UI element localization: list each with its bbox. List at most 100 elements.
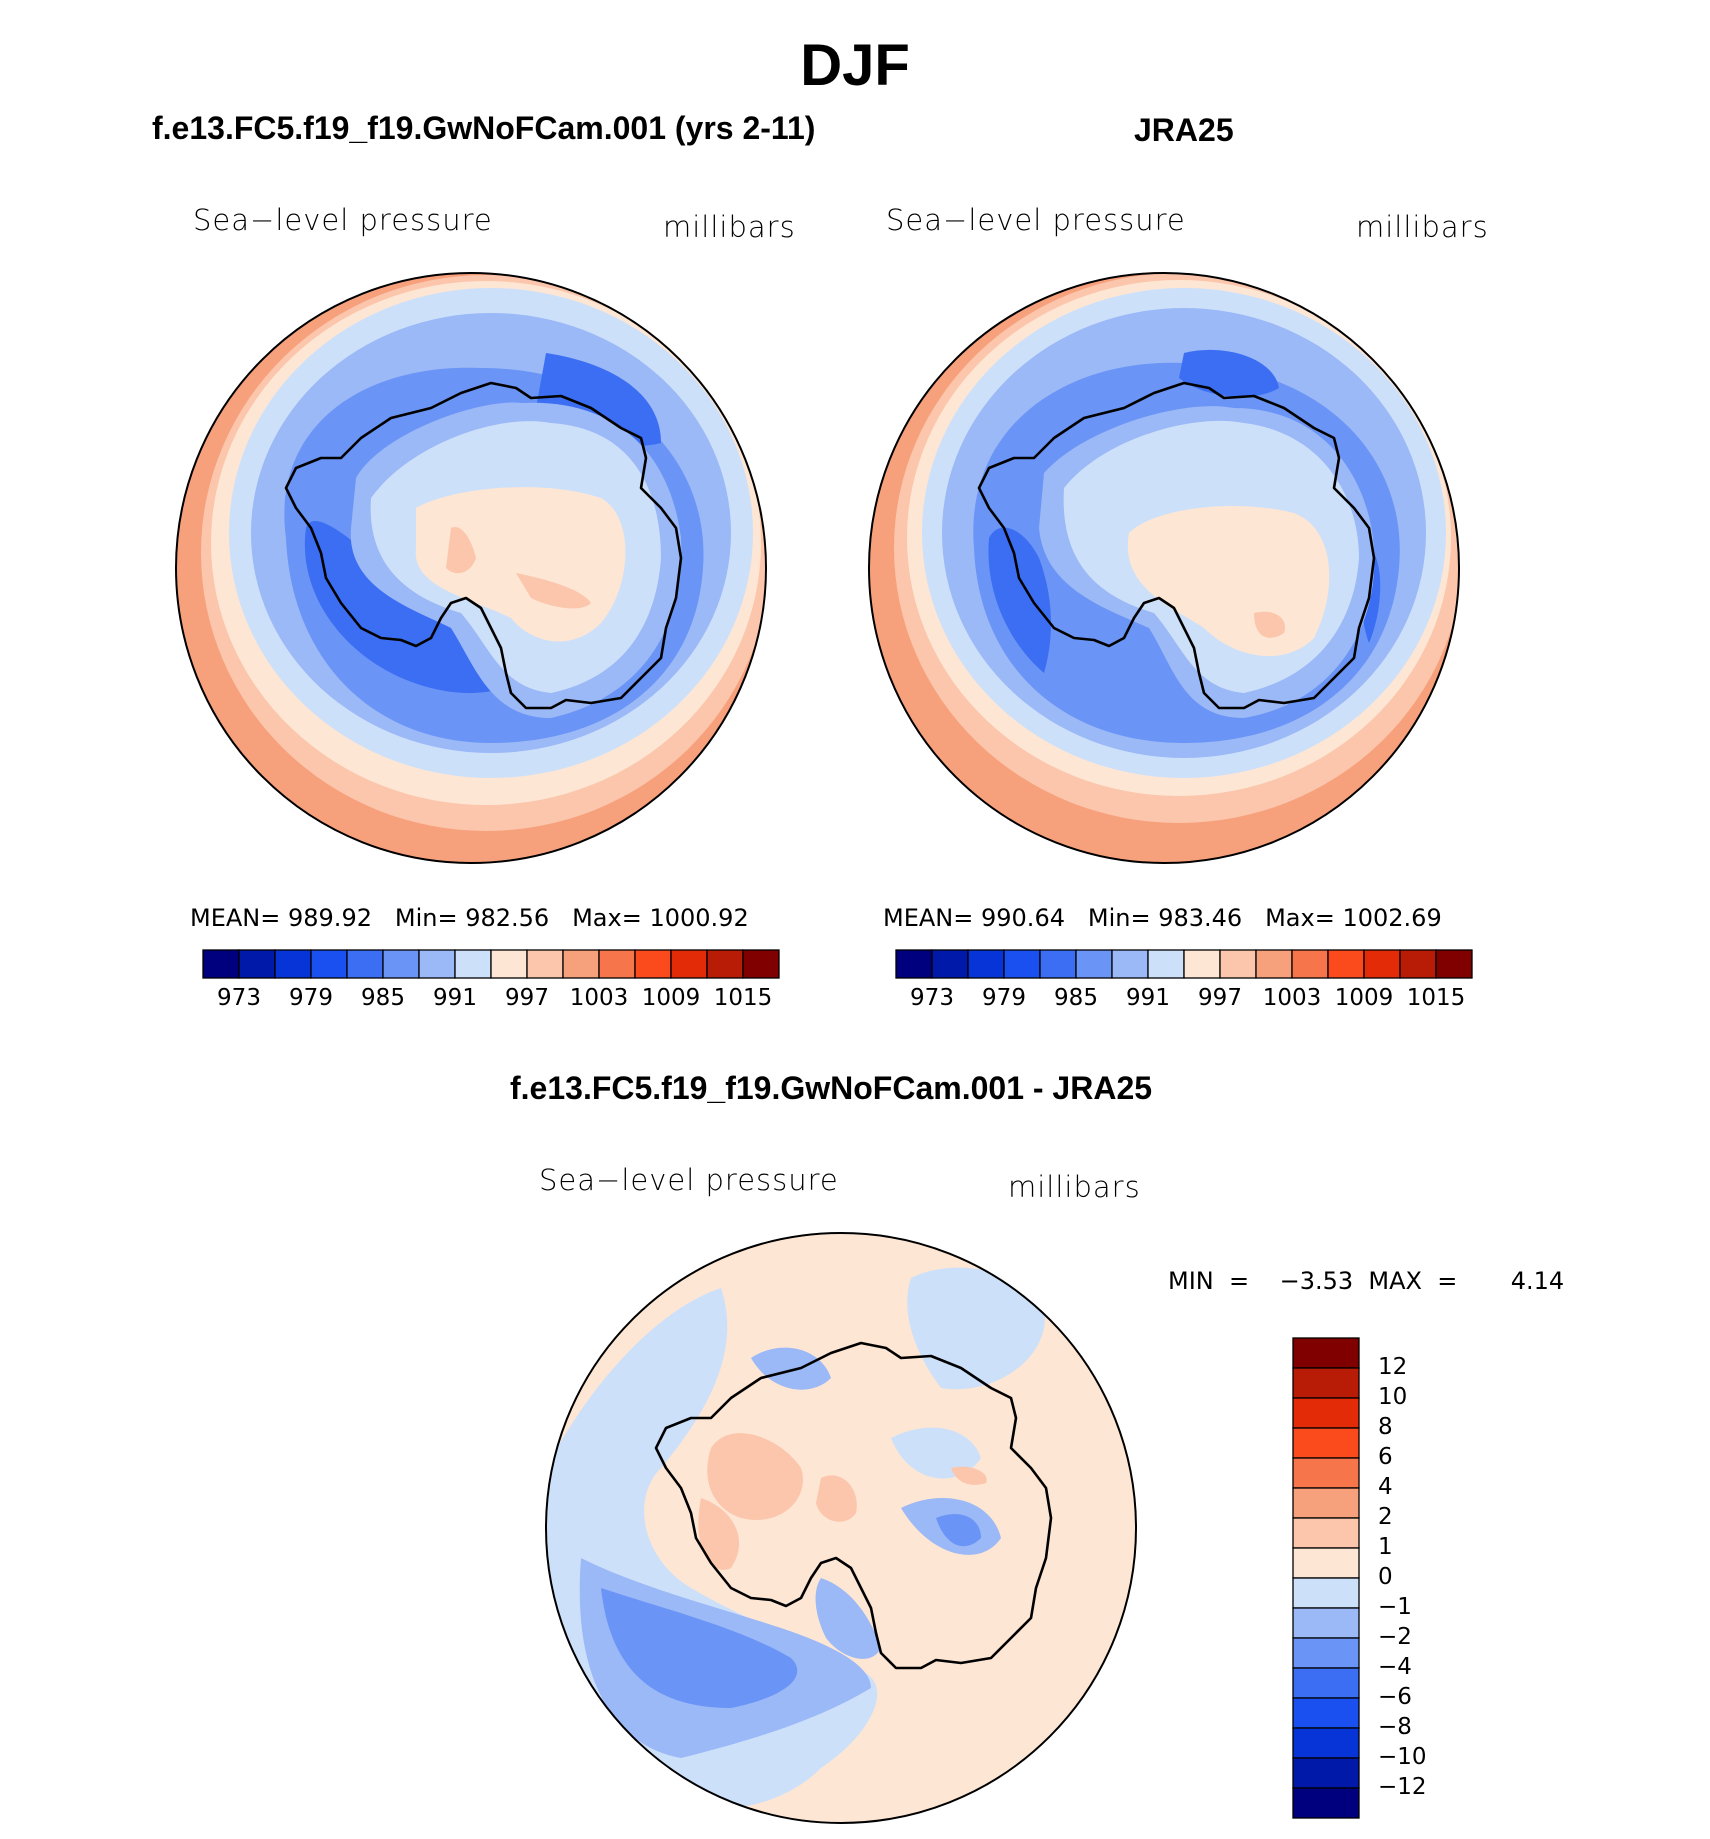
polar-map-model xyxy=(175,272,767,864)
colorbar-box xyxy=(1292,1607,1360,1639)
colorbar-tick-label: 0 xyxy=(1378,1564,1393,1590)
stats-model: MEAN= 989.92 Min= 982.56 Max= 1000.92 xyxy=(190,904,749,932)
colorbar-tick-label: −10 xyxy=(1378,1744,1427,1770)
colorbar-tick-label: 973 xyxy=(217,985,261,1011)
max-label: Max= xyxy=(572,904,642,932)
colorbar-tick-label: −2 xyxy=(1378,1624,1412,1650)
colorbar-box xyxy=(706,949,744,979)
figure-title: DJF xyxy=(800,33,910,98)
colorbar-box xyxy=(598,949,636,979)
colorbar-box xyxy=(1292,1547,1360,1579)
colorbar-diff xyxy=(1292,1337,1360,1819)
colorbar-box xyxy=(670,949,708,979)
colorbar-box xyxy=(1292,1427,1360,1459)
colorbar-box xyxy=(1292,1517,1360,1549)
panel-title-obs: JRA25 xyxy=(1134,112,1234,148)
colorbar-tick-label: 985 xyxy=(361,985,405,1011)
colorbar-box xyxy=(1183,949,1221,979)
colorbar-box xyxy=(1147,949,1185,979)
mean-value: 990.64 xyxy=(981,904,1065,932)
colorbar-box xyxy=(1292,1637,1360,1669)
min-label: Min= xyxy=(1087,904,1151,932)
colorbar-box xyxy=(382,949,420,979)
colorbar-box xyxy=(1291,949,1329,979)
colorbar-tick-label: −6 xyxy=(1378,1684,1412,1710)
colorbar-tick-label: −12 xyxy=(1378,1774,1427,1800)
colorbar-tick-label: 1003 xyxy=(569,985,629,1011)
colorbar-box xyxy=(1255,949,1293,979)
colorbar-tick-label: 1015 xyxy=(713,985,773,1011)
colorbar-tick-label: 1015 xyxy=(1406,985,1466,1011)
colorbar-box xyxy=(418,949,456,979)
colorbar-box xyxy=(967,949,1005,979)
colorbar-ticks-model: 973 979 985 991 997 1003 1009 1015 xyxy=(202,985,782,1015)
colorbar-box xyxy=(1435,949,1473,979)
colorbar-box xyxy=(454,949,492,979)
colorbar-obs xyxy=(895,949,1473,979)
colorbar-box xyxy=(1292,1397,1360,1429)
colorbar-tick-label: 985 xyxy=(1054,985,1098,1011)
colorbar-tick-label: 1 xyxy=(1378,1534,1393,1560)
colorbar-tick-label: 979 xyxy=(289,985,333,1011)
colorbar-box xyxy=(1111,949,1149,979)
colorbar-box xyxy=(1292,1367,1360,1399)
colorbar-ticks-diff: 12 10 8 6 4 2 1 0 −1 −2 −4 −6 −8 −10 −12 xyxy=(1378,1337,1458,1822)
stats-obs: MEAN= 990.64 Min= 983.46 Max= 1002.69 xyxy=(883,904,1442,932)
polar-map-diff xyxy=(545,1232,1137,1824)
variable-label-obs: Sea−level pressure xyxy=(886,203,1186,237)
colorbar-tick-label: 2 xyxy=(1378,1504,1393,1530)
colorbar-box xyxy=(1292,1487,1360,1519)
colorbar-tick-label: −1 xyxy=(1378,1594,1412,1620)
colorbar-tick-label: 8 xyxy=(1378,1414,1393,1440)
variable-label-diff: Sea−level pressure xyxy=(539,1163,839,1197)
colorbar-tick-label: 997 xyxy=(1198,985,1242,1011)
colorbar-tick-label: −8 xyxy=(1378,1714,1412,1740)
panel-title-diff: f.e13.FC5.f19_f19.GwNoFCam.001 - JRA25 xyxy=(510,1070,1153,1106)
colorbar-ticks-obs: 973 979 985 991 997 1003 1009 1015 xyxy=(895,985,1475,1015)
max-label: Max= xyxy=(1265,904,1335,932)
colorbar-tick-label: 10 xyxy=(1378,1384,1408,1410)
colorbar-box xyxy=(562,949,600,979)
units-label-obs: millibars xyxy=(1356,210,1489,244)
colorbar-box xyxy=(1039,949,1077,979)
colorbar-box xyxy=(346,949,384,979)
colorbar-box xyxy=(1363,949,1401,979)
colorbar-box xyxy=(274,949,312,979)
panel-title-model: f.e13.FC5.f19_f19.GwNoFCam.001 (yrs 2-11… xyxy=(152,110,816,146)
colorbar-tick-label: 1009 xyxy=(641,985,701,1011)
colorbar-box xyxy=(202,949,240,979)
polar-map-obs xyxy=(868,272,1460,864)
colorbar-box xyxy=(238,949,276,979)
colorbar-box xyxy=(310,949,348,979)
colorbar-box xyxy=(1327,949,1365,979)
colorbar-box xyxy=(1292,1787,1360,1819)
mean-label: MEAN= xyxy=(883,904,974,932)
units-label-diff: millibars xyxy=(1008,1170,1141,1204)
units-label-model: millibars xyxy=(663,210,796,244)
variable-label-model: Sea−level pressure xyxy=(193,203,493,237)
colorbar-box xyxy=(1292,1757,1360,1789)
min-value: 983.46 xyxy=(1158,904,1243,932)
colorbar-box xyxy=(1399,949,1437,979)
colorbar-box xyxy=(634,949,672,979)
min-value: 982.56 xyxy=(465,904,550,932)
mean-value: 989.92 xyxy=(288,904,372,932)
colorbar-box xyxy=(526,949,564,979)
colorbar-box xyxy=(1292,1727,1360,1759)
colorbar-tick-label: 6 xyxy=(1378,1444,1393,1470)
mean-label: MEAN= xyxy=(190,904,281,932)
colorbar-tick-label: −4 xyxy=(1378,1654,1412,1680)
colorbar-box xyxy=(1003,949,1041,979)
colorbar-tick-label: 979 xyxy=(982,985,1026,1011)
colorbar-box xyxy=(1292,1457,1360,1489)
colorbar-box xyxy=(1292,1667,1360,1699)
colorbar-box xyxy=(1075,949,1113,979)
colorbar-tick-label: 997 xyxy=(505,985,549,1011)
colorbar-box xyxy=(1292,1577,1360,1609)
colorbar-tick-label: 991 xyxy=(1126,985,1170,1011)
colorbar-box xyxy=(931,949,969,979)
max-value: 1000.92 xyxy=(649,904,749,932)
colorbar-box xyxy=(490,949,528,979)
colorbar-tick-label: 973 xyxy=(910,985,954,1011)
colorbar-tick-label: 4 xyxy=(1378,1474,1393,1500)
